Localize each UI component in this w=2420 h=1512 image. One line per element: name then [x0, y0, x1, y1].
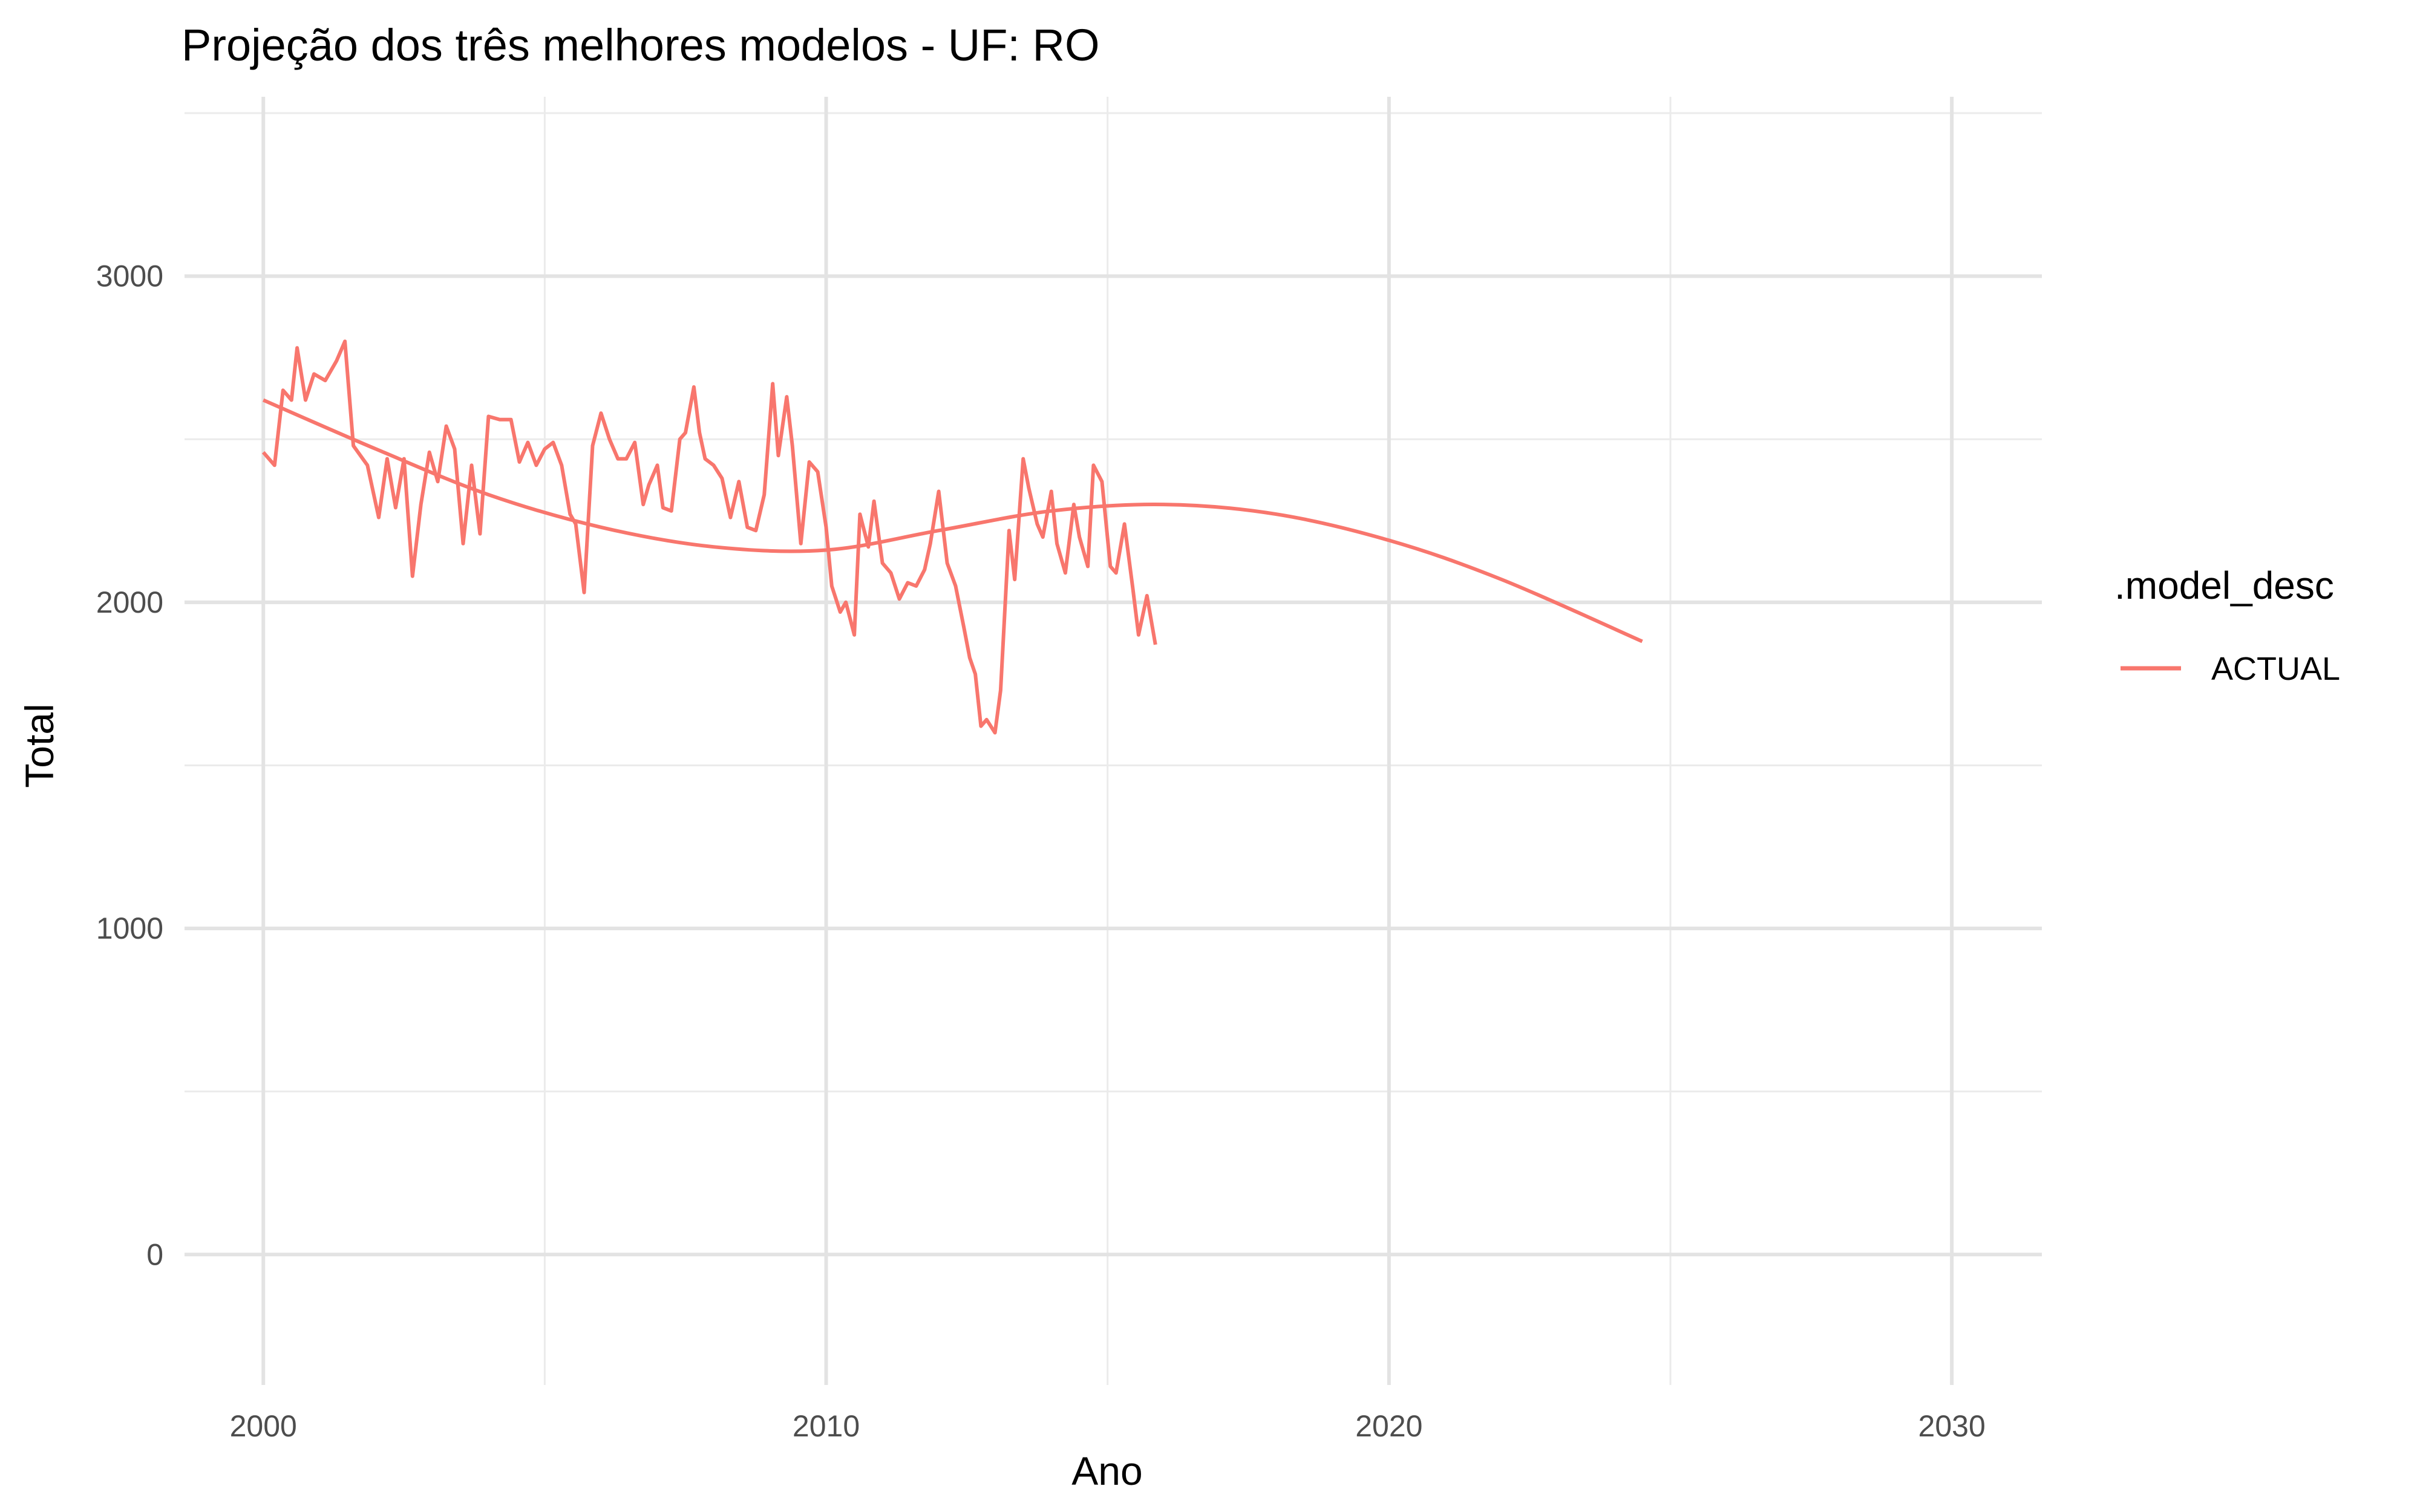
y-tick-label: 2000 — [96, 585, 163, 619]
trend-line — [263, 398, 1643, 644]
legend-title: .model_desc — [2114, 564, 2334, 607]
series-actual — [261, 339, 1643, 735]
x-tick-label: 2020 — [1355, 1409, 1422, 1443]
x-tick-label: 2030 — [1918, 1409, 1986, 1443]
grid — [185, 97, 2042, 1385]
series-layer — [261, 339, 1643, 735]
y-axis-title: Total — [17, 703, 62, 787]
chart-title: Projeção dos três melhores modelos - UF:… — [182, 20, 1100, 70]
x-axis-title: Ano — [1071, 1448, 1142, 1493]
legend: .model_desc ACTUAL — [2114, 564, 2340, 687]
legend-item-actual: ACTUAL — [2121, 651, 2340, 687]
x-tick-label: 2000 — [230, 1409, 297, 1443]
legend-label: ACTUAL — [2211, 651, 2340, 687]
x-tick-label: 2010 — [793, 1409, 860, 1443]
y-tick-label: 0 — [146, 1237, 163, 1271]
y-tick-label: 1000 — [96, 911, 163, 945]
series-line — [261, 339, 1157, 735]
y-tick-label: 3000 — [96, 259, 163, 293]
tick-labels: 2000 2010 2020 2030 0 1000 2000 3000 — [96, 259, 1986, 1443]
